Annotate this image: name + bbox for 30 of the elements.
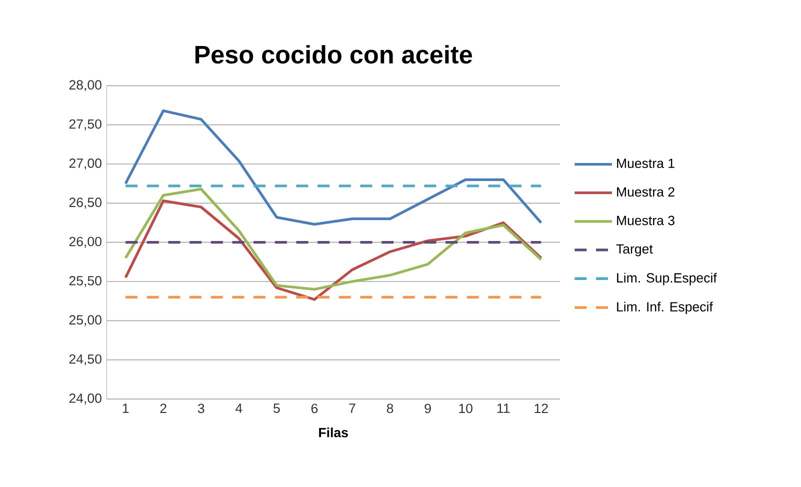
y-tick-label: 26,50 bbox=[69, 198, 102, 209]
legend-label: Lim. Sup.Especif bbox=[617, 272, 717, 286]
legend-label: Muestra 3 bbox=[617, 216, 674, 226]
x-tick-label: 7 bbox=[349, 404, 356, 413]
y-tick-label: 27,50 bbox=[69, 119, 102, 130]
y-tick-label: 25,50 bbox=[69, 276, 102, 287]
x-tick-label: 8 bbox=[386, 404, 394, 414]
y-tick-label: 25,00 bbox=[69, 315, 102, 326]
legend-label: Target bbox=[616, 244, 653, 256]
legend-label: Muestra 1 bbox=[617, 158, 674, 168]
y-tick-label: 28,00 bbox=[69, 80, 102, 92]
x-tick-label: 1 bbox=[122, 404, 129, 413]
x-tick-label: 9 bbox=[424, 404, 431, 414]
legend-label: Muestra 2 bbox=[617, 187, 674, 197]
x-tick-label: 4 bbox=[236, 404, 242, 413]
legend-label: Lim. Inf. Especif bbox=[617, 302, 713, 314]
x-tick-label: 6 bbox=[311, 404, 318, 414]
x-tick-label: 5 bbox=[274, 404, 280, 413]
chart-title: Peso cocido con aceite bbox=[195, 45, 472, 64]
y-tick-label: 27,00 bbox=[69, 158, 102, 170]
x-tick-label: 12 bbox=[534, 404, 548, 413]
y-tick-label: 24,00 bbox=[69, 394, 102, 404]
line-series bbox=[124, 188, 542, 291]
x-tick-label: 11 bbox=[497, 404, 510, 413]
x-tick-label: 2 bbox=[160, 404, 166, 413]
x-axis-title: Filas bbox=[319, 428, 348, 438]
y-tick-label: 24,50 bbox=[69, 354, 102, 366]
y-tick-label: 26,00 bbox=[69, 236, 102, 248]
x-tick-label: 10 bbox=[459, 404, 472, 414]
x-tick-label: 3 bbox=[198, 404, 204, 414]
